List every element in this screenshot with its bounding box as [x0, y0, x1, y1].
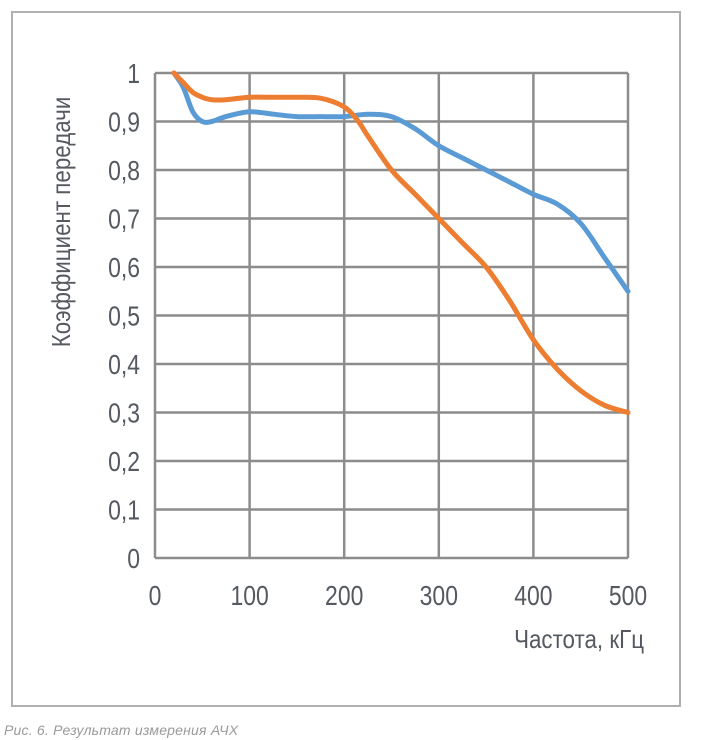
y-tick-labels: 0 0,1 0,2 0,3 0,4 0,5 0,6 0,7 0,8 0,9 1 [108, 59, 140, 575]
x-tick-label: 500 [609, 581, 647, 612]
y-tick-label: 0,6 [108, 253, 140, 284]
chart-frame [11, 11, 681, 707]
x-tick-label: 200 [325, 581, 363, 612]
y-tick-label: 1 [127, 59, 140, 90]
y-tick-label: 0,1 [108, 495, 140, 526]
y-tick-label: 0,9 [108, 107, 140, 138]
frequency-response-chart: 0 0,1 0,2 0,3 0,4 0,5 0,6 0,7 0,8 0,9 1 0 100 200 300… [47, 59, 648, 654]
y-tick-label: 0,5 [108, 301, 140, 332]
grid [153, 71, 630, 560]
x-tick-label: 100 [230, 581, 268, 612]
y-tick-label: 0,2 [108, 447, 140, 478]
y-axis-title: Коэффициент передачи [47, 97, 76, 348]
series-line-orange [171, 70, 631, 415]
x-tick-label: 300 [420, 581, 458, 612]
x-tick-labels: 0 100 200 300 400 500 [149, 581, 648, 612]
x-axis-title: Частота, кГц [514, 625, 644, 654]
y-tick-label: 0,7 [108, 204, 140, 235]
y-tick-label: 0,8 [108, 156, 140, 187]
y-tick-label: 0,3 [108, 398, 140, 429]
series-line-blue [171, 70, 631, 294]
x-tick-label: 400 [514, 581, 552, 612]
series-group [171, 70, 631, 415]
figure-caption: Рис. 6. Результат измерения АЧХ [4, 722, 239, 738]
y-tick-label: 0,4 [108, 350, 140, 381]
x-tick-label: 0 [149, 581, 162, 612]
y-tick-label: 0 [127, 544, 140, 575]
